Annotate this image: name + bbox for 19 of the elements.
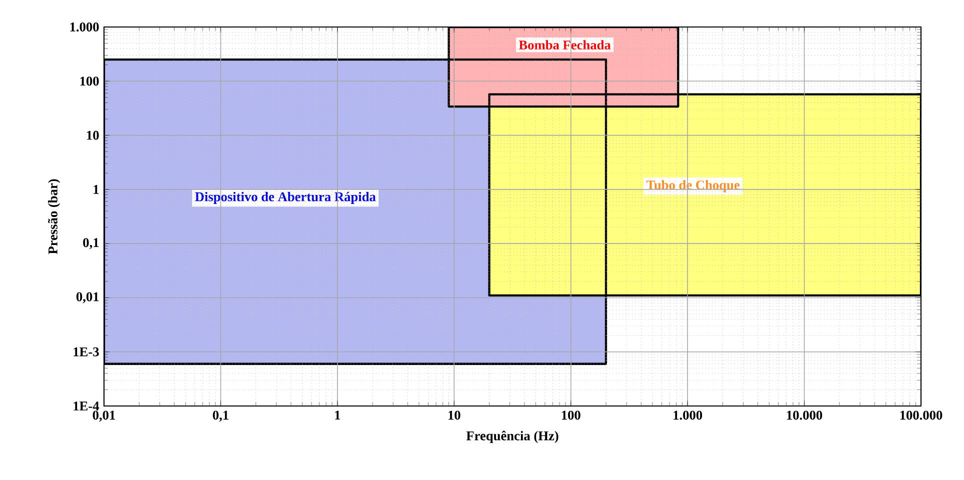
- x-tick-label: 0,1: [212, 410, 228, 422]
- y-tick-label: 0,1: [83, 238, 99, 250]
- y-tick-label: 1.000: [70, 22, 99, 32]
- y-tick-label: 100: [80, 76, 99, 86]
- x-tick-label: 10: [448, 410, 460, 420]
- annotation: Dispositivo de Abertura Rápida: [195, 192, 376, 204]
- y-axis-title: Pressão (bar): [48, 179, 60, 254]
- x-tick-label: 100: [562, 410, 580, 420]
- y-tick-label: 1E-3: [74, 347, 99, 356]
- y-tick-label: 1E-4: [74, 402, 100, 410]
- x-tick-label: 1.000: [674, 410, 702, 420]
- annotation: Bomba Fechada: [518, 40, 611, 50]
- x-axis-title: Frequência (Hz): [466, 430, 558, 444]
- x-tick-label: 10.000: [787, 410, 822, 420]
- y-tick-label: 1: [94, 185, 99, 194]
- x-tick-label: 1: [335, 410, 340, 420]
- y-tick-label: 10: [87, 130, 99, 140]
- x-tick-label: 100.000: [900, 410, 942, 420]
- y-tick-label: 0,01: [76, 292, 99, 304]
